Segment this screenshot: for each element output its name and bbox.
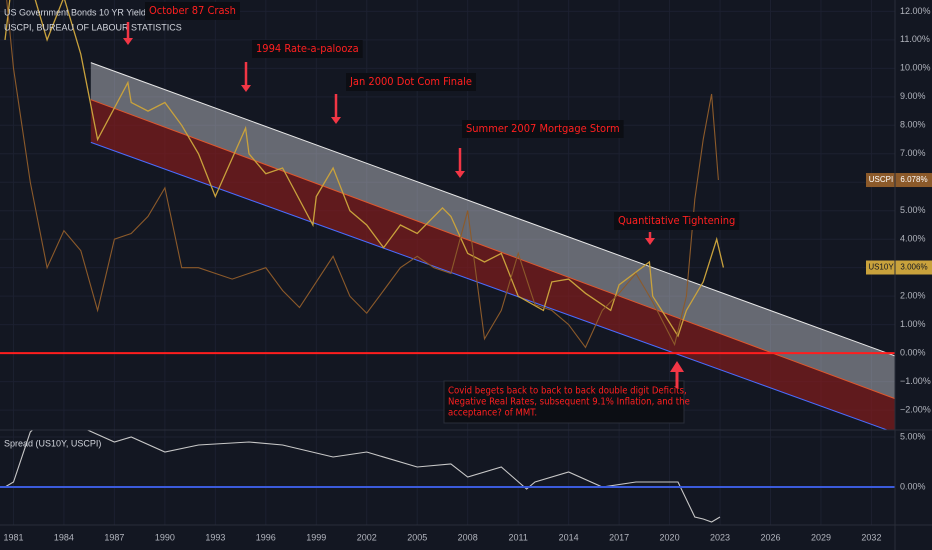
series-line [6,0,719,349]
y-tick-label: 5.00% [900,431,926,441]
annotation-box [462,120,624,138]
legend-entry: US Government Bonds 10 YR Yield, 1M, TVC [4,7,187,17]
channel-lower-band [90,99,895,430]
badge-value-bg [896,173,932,188]
badge-value-bg [896,260,932,275]
x-tick-label: 1993 [205,532,225,542]
main-pane [0,0,895,430]
annotation-text: Summer 2007 Mortgage Storm [466,122,620,135]
y-tick-label: 0.00% [900,347,926,357]
annotation-text: 1994 Rate-a-palooza [256,42,359,55]
x-tick-label: 1996 [256,532,276,542]
x-tick-label: 1981 [3,532,23,542]
x-tick-label: 1984 [54,532,74,542]
note-arrowhead [670,361,684,372]
note-text: Covid begets back to back to back double… [448,386,687,397]
y-tick-label: 9.00% [900,91,926,101]
series-line [4,430,721,523]
spread-pane [0,430,895,525]
x-tick-label: 1999 [306,532,326,542]
y-tick-label: 4.00% [900,234,926,244]
x-tick-label: 2026 [760,532,780,542]
channel-lower-line [90,141,889,430]
x-tick-label: 2014 [559,532,579,542]
annotation-arrowhead [241,85,251,92]
y-tick-label: 7.00% [900,148,926,158]
badge-value: 3.006% [900,263,927,272]
annotation-arrowhead [645,238,655,245]
annotation-box [346,73,476,91]
annotation-box [614,212,740,230]
y-tick-label: 12.00% [900,6,931,16]
annotation-arrowhead [455,171,465,178]
annotation-box [252,40,363,58]
annotation-text: Jan 2000 Dot Com Finale [349,75,472,88]
x-tick-label: 2029 [811,532,831,542]
note-box [443,380,685,424]
badge-name: USCPI [869,175,893,184]
x-tick-label: 2005 [407,532,427,542]
badge-name-bg [866,260,896,275]
x-tick-label: 1987 [104,532,124,542]
x-tick-label: 2008 [458,532,478,542]
annotation-box [145,2,240,20]
x-tick-label: 1990 [155,532,175,542]
badge-name-bg [866,173,896,188]
overlay: 1981 1984 1987 1990 1993 1996 1999 2002 2005 2008… [3,2,932,542]
x-tick-label: 2023 [710,532,730,542]
y-tick-label: 0.00% [900,481,926,491]
y-tick-label: 2.00% [900,291,926,301]
note-text: Negative Real Rates, subsequent 9.1% Inf… [448,397,690,408]
annotation-text: October 87 Crash [149,4,236,17]
series-line [4,0,725,338]
x-tick-label: 2011 [508,532,527,542]
annotation-arrowhead [331,117,341,124]
y-tick-label: 11.00% [900,34,930,44]
y-tick-label: 10.00% [900,63,931,73]
channel-upper-line [90,62,895,357]
note-text: acceptance? of MMT. [448,408,537,419]
y-tick-label: −1.00% [900,376,931,386]
y-tick-label: 8.00% [900,120,926,130]
y-tick-label: 1.00% [900,319,926,329]
legend-entry: USCPI, BUREAU OF LABOUR STATISTICS [4,22,182,32]
y-tick-label: 5.00% [900,205,926,215]
x-tick-label: 2017 [609,532,629,542]
annotation-text: Quantitative Tightening [618,214,735,227]
y-tick-label: −2.00% [900,404,931,414]
badge-value: 6.078% [900,175,927,184]
annotation-arrowhead [123,38,133,45]
x-tick-label: 2020 [660,532,680,542]
channel-middle-line [90,99,895,400]
x-tick-label: 2002 [357,532,377,542]
channel-upper-band [90,62,895,399]
x-tick-label: 2032 [861,532,881,542]
badge-name: US10Y [868,263,894,272]
pane-title: Spread (US10Y, USCPI) [4,438,101,448]
